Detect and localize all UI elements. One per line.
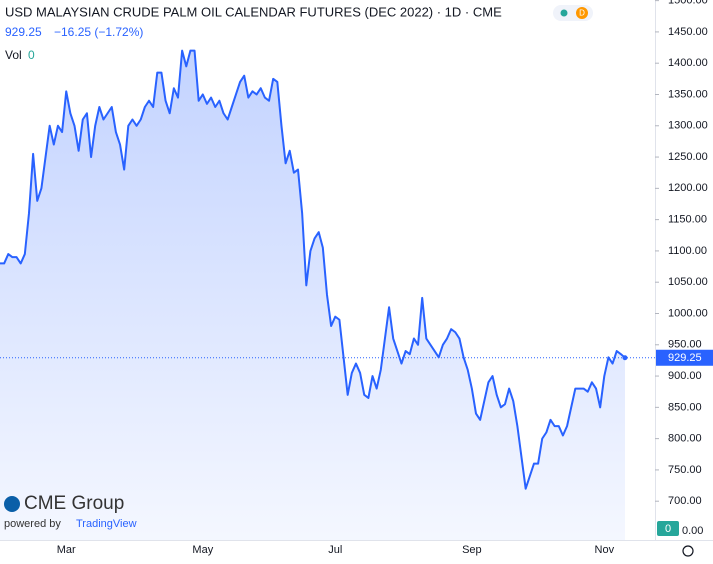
y-tick-label: 1150.00	[668, 214, 707, 226]
y-tick-label: 1350.00	[668, 88, 708, 100]
volume-value: 0	[28, 48, 35, 62]
x-tick-label: Nov	[595, 544, 615, 556]
chart-title: USD MALAYSIAN CRUDE PALM OIL CALENDAR FU…	[5, 4, 502, 19]
plot-area	[0, 49, 655, 541]
area-fill	[0, 50, 625, 541]
y-tick-label: 1500.00	[668, 0, 708, 7]
y-tick-label: 1050.00	[668, 276, 708, 288]
x-tick-label: May	[192, 544, 213, 556]
y-tick-label: 1100.00	[668, 245, 707, 257]
settings-icon[interactable]	[682, 545, 694, 557]
market-open-dot	[560, 9, 568, 17]
last-price-label: 929.25	[668, 352, 702, 364]
y-tick-label: 900.00	[668, 370, 702, 382]
last-price-box	[656, 349, 713, 366]
y-tick-label: 1300.00	[668, 120, 708, 132]
delay-badge-label: D	[579, 9, 585, 18]
volume-label: Vol	[5, 48, 22, 62]
logo-globe	[4, 496, 20, 512]
volume-axis-label: 0.00	[682, 525, 703, 537]
y-tick-label: 1200.00	[668, 182, 708, 194]
last-point	[622, 355, 628, 361]
y-tick-label: 750.00	[668, 464, 702, 476]
price-line	[0, 49, 626, 490]
x-tick-label: Jul	[328, 544, 342, 556]
y-tick-label: 800.00	[668, 433, 702, 445]
x-tick-label: Sep	[462, 544, 482, 556]
volume-price-label: 0	[665, 523, 671, 535]
last-price: 929.25	[5, 25, 42, 39]
y-tick-label: 1250.00	[668, 151, 708, 163]
volume-price-box	[657, 521, 679, 536]
provider: TradingView	[76, 518, 137, 530]
y-tick-label: 1400.00	[668, 57, 708, 69]
price-change: −16.25 (−1.72%)	[54, 25, 143, 39]
y-tick-label: 1000.00	[668, 307, 708, 319]
powered-by: powered by	[4, 518, 61, 530]
y-tick-label: 950.00	[668, 339, 702, 351]
y-tick-label: 700.00	[668, 495, 702, 507]
y-tick-label: 1450.00	[668, 26, 708, 38]
y-tick-label: 850.00	[668, 401, 702, 413]
logo: CME Group powered by TradingView	[4, 493, 137, 530]
x-tick-label: Mar	[57, 544, 76, 556]
logo-text: CME Group	[24, 493, 124, 514]
delay-badge	[576, 7, 588, 19]
status-badges: D	[553, 5, 593, 21]
